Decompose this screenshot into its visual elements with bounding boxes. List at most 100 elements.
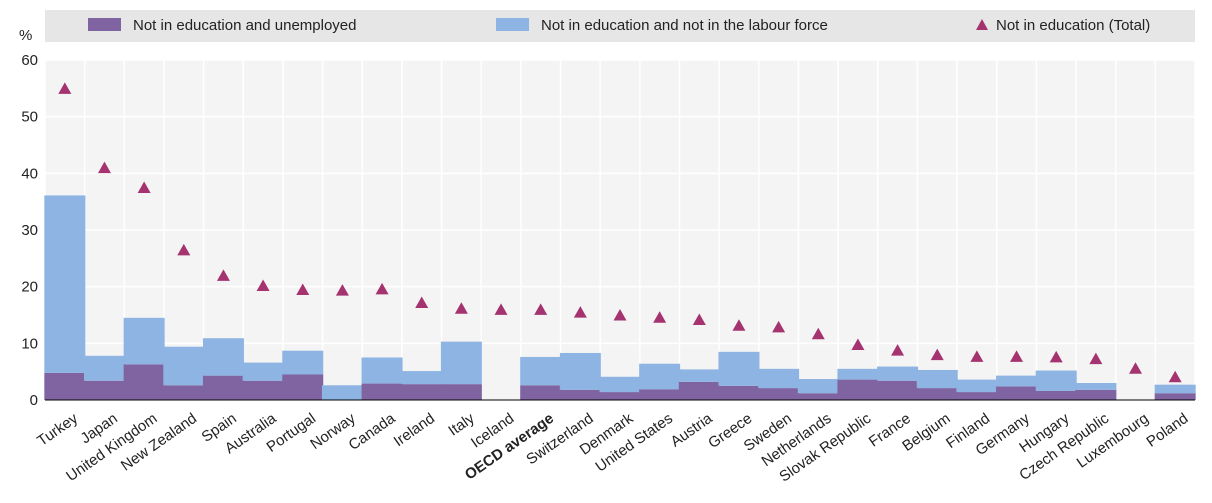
marker-total — [454, 302, 468, 314]
y-tick-label: 50 — [21, 109, 38, 126]
legend-label-not-in-labour-force: Not in education and not in the labour f… — [541, 17, 828, 34]
bar-not-in-labour-force — [916, 369, 958, 389]
bar-not-in-labour-force — [123, 317, 165, 365]
marker-total — [1010, 350, 1024, 362]
bar-unemployed — [1075, 389, 1117, 400]
legend-item-total: Not in education (Total) — [976, 17, 1150, 34]
bar-unemployed — [837, 379, 879, 400]
marker-total — [613, 309, 627, 321]
y-tick-label: 40 — [21, 165, 38, 182]
bar-not-in-labour-force — [440, 341, 482, 385]
marker-total — [891, 344, 905, 356]
bar-unemployed — [1154, 393, 1196, 400]
marker-total — [335, 284, 349, 296]
bar-unemployed — [599, 392, 641, 400]
marker-total — [375, 282, 389, 295]
legend-item-not-in-labour-force: Not in education and not in the labour f… — [496, 17, 828, 34]
x-tick-label: Canada — [346, 409, 399, 453]
bar-not-in-labour-force — [956, 379, 998, 393]
marker-total — [58, 82, 72, 94]
bar-unemployed — [282, 374, 324, 400]
marker-total — [216, 269, 230, 281]
marker-total — [296, 283, 310, 295]
bar-unemployed — [956, 392, 998, 400]
bar-unemployed — [361, 383, 403, 400]
bar-not-in-labour-force — [163, 346, 205, 386]
bar-unemployed — [877, 380, 919, 400]
bar-not-in-labour-force — [1075, 383, 1117, 390]
bar-not-in-labour-force — [361, 357, 403, 384]
bar-not-in-labour-force — [242, 362, 284, 381]
legend-item-unemployed: Not in education and unemployed — [88, 17, 357, 34]
x-tick-label: Ireland — [391, 410, 438, 450]
bar-not-in-labour-force — [599, 376, 641, 393]
triangle-marker-icon — [976, 19, 988, 30]
bar-unemployed — [401, 384, 443, 400]
y-axis-unit-label: % — [19, 27, 33, 44]
bar-unemployed — [163, 385, 205, 400]
bar-unemployed — [44, 372, 86, 400]
bar-unemployed — [678, 381, 720, 400]
bar-not-in-labour-force — [559, 352, 601, 390]
bar-unemployed — [996, 386, 1038, 400]
y-tick-label: 10 — [21, 335, 38, 352]
bar-unemployed — [440, 384, 482, 400]
bar-unemployed — [1035, 390, 1077, 400]
legend-label-total: Not in education (Total) — [996, 17, 1151, 34]
marker-total — [692, 313, 706, 326]
marker-total — [1089, 352, 1103, 365]
marker-total — [137, 181, 151, 193]
marker-total — [256, 279, 270, 292]
bar-not-in-labour-force — [996, 375, 1038, 387]
marker-total — [177, 243, 191, 256]
marker-total — [930, 348, 944, 361]
marker-total — [494, 303, 508, 315]
bar-not-in-labour-force — [1035, 370, 1077, 391]
y-tick-label: 0 — [30, 392, 38, 409]
bar-unemployed — [916, 388, 958, 400]
marker-total — [1049, 350, 1063, 363]
y-tick-label: 20 — [21, 279, 38, 296]
bar-not-in-labour-force — [44, 195, 86, 373]
x-tick-label: Turkey — [34, 410, 81, 450]
bar-not-in-labour-force — [1154, 384, 1196, 394]
bar-not-in-labour-force — [678, 369, 720, 382]
bar-unemployed — [202, 375, 244, 400]
bar-not-in-labour-force — [520, 356, 562, 386]
marker-total — [573, 306, 587, 318]
bar-unemployed — [242, 380, 284, 400]
marker-total — [811, 327, 825, 340]
bar-not-in-labour-force — [718, 351, 760, 386]
x-tick-label: Poland — [1143, 410, 1191, 451]
marker-total — [653, 311, 667, 323]
marker-total — [1168, 370, 1182, 383]
bar-not-in-labour-force — [758, 368, 800, 389]
y-tick-label: 30 — [21, 222, 38, 239]
legend-swatch-not-in-labour-force — [496, 18, 529, 31]
bar-not-in-labour-force — [797, 379, 839, 394]
marker-total — [970, 350, 984, 362]
legend-label-unemployed: Not in education and unemployed — [133, 17, 357, 34]
bar-not-in-labour-force — [282, 350, 324, 375]
y-tick-label: 60 — [21, 52, 38, 69]
legend — [45, 10, 1195, 42]
bar-not-in-labour-force — [83, 355, 125, 381]
marker-total — [1129, 362, 1143, 374]
bar-unemployed — [123, 364, 165, 400]
bar-not-in-labour-force — [877, 366, 919, 381]
bar-unemployed — [559, 389, 601, 400]
bar-unemployed — [718, 385, 760, 400]
marker-total — [772, 320, 786, 333]
bar-unemployed — [83, 380, 125, 400]
bar-not-in-labour-force — [401, 371, 443, 385]
bar-not-in-labour-force — [837, 368, 879, 380]
bar-unemployed — [758, 388, 800, 400]
bar-not-in-labour-force — [202, 338, 244, 376]
bar-unemployed — [639, 389, 681, 400]
bar-not-in-labour-force — [321, 385, 363, 400]
bar-unemployed — [520, 385, 562, 400]
marker-total — [732, 319, 746, 331]
bar-unemployed — [797, 393, 839, 400]
marker-total — [851, 338, 865, 350]
